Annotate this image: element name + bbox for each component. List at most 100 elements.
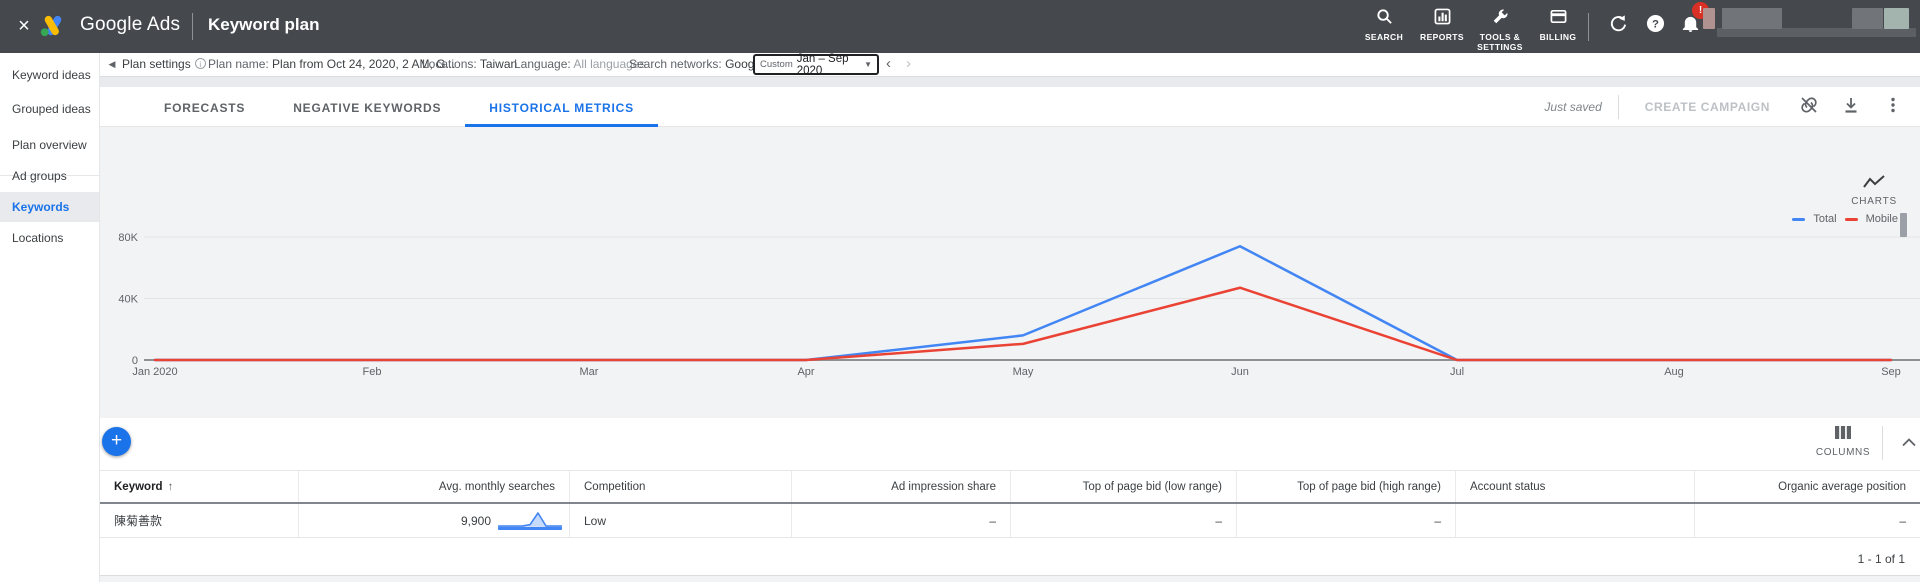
column-header-top-of-page-bid-high[interactable]: Top of page bid (high range) (1237, 471, 1456, 502)
redacted-account-info (1852, 8, 1883, 29)
search-networks-field[interactable]: Search networks: Google (629, 57, 764, 71)
cell-top-of-page-bid-high: – (1237, 504, 1456, 537)
historical-metrics-card: FORECASTS NEGATIVE KEYWORDS HISTORICAL M… (100, 87, 1920, 582)
chevron-up-icon (1902, 434, 1916, 452)
table-toolbar: + COLUMNS (100, 418, 1920, 470)
collapse-table-button[interactable] (1898, 432, 1920, 454)
save-status: Just saved (1544, 100, 1602, 114)
notifications-button[interactable] (1676, 12, 1704, 40)
tab-negative-keywords[interactable]: NEGATIVE KEYWORDS (293, 101, 442, 115)
nav-label: TOOLS & SETTINGS (1477, 32, 1523, 52)
column-header-organic-average-position[interactable]: Organic average position (1778, 480, 1906, 493)
help-button[interactable]: ? (1641, 12, 1669, 40)
nav-label: SEARCH (1364, 32, 1404, 42)
next-period-arrow[interactable]: › (906, 55, 911, 72)
download-button[interactable] (1838, 94, 1864, 120)
legend-mobile-dash (1844, 217, 1858, 221)
svg-text:Mar: Mar (580, 366, 599, 378)
refresh-icon (1609, 14, 1628, 38)
app-top-bar: × Google Ads Keyword plan SEARCH RE (0, 0, 1920, 53)
topbar-divider (192, 13, 193, 40)
redacted-account-info (1884, 8, 1909, 29)
collapse-panel-arrow-icon[interactable]: ◀ (108, 59, 116, 69)
chart-line-icon (1851, 175, 1897, 194)
tab-historical-metrics[interactable]: HISTORICAL METRICS (465, 87, 658, 127)
search-button[interactable]: SEARCH (1355, 5, 1413, 52)
columns-icon (1793, 426, 1893, 444)
date-range-dropdown[interactable]: Custom Jan – Sep 2020 ▼ (753, 53, 879, 77)
more-options-button[interactable] (1880, 94, 1906, 120)
table-row[interactable]: 陳菊善款 9,900 Low – – – – (100, 504, 1920, 538)
toolbar-divider (1617, 95, 1619, 119)
content-gap (100, 77, 1920, 87)
plan-settings-bar: ◀ Plan settings i Plan name: Plan from Oc… (100, 53, 1920, 77)
legend-total-dash (1792, 217, 1806, 221)
svg-text:Apr: Apr (797, 366, 814, 378)
plan-settings-link[interactable]: Plan settings i (122, 57, 206, 71)
sidebar-item-keyword-ideas[interactable]: Keyword ideas (12, 68, 91, 82)
sidebar-divider (0, 175, 99, 176)
svg-text:Sep: Sep (1881, 366, 1901, 378)
column-header-account-status[interactable]: Account status (1456, 471, 1695, 502)
cell-organic-average-position: – (1899, 513, 1906, 528)
svg-text:Aug: Aug (1664, 366, 1684, 378)
reports-icon (1434, 5, 1451, 30)
redacted-account-info (1722, 8, 1782, 29)
charts-toggle-button[interactable]: CHARTS (1851, 175, 1897, 207)
sidebar-item-keywords[interactable]: Keywords (0, 192, 99, 222)
bottom-strip (100, 575, 1920, 582)
column-header-avg-monthly-searches[interactable]: Avg. monthly searches (299, 471, 570, 502)
language-field[interactable]: Language: All languages (514, 57, 646, 71)
legend-scrollbar[interactable] (1900, 213, 1907, 237)
cell-competition: Low (570, 504, 792, 537)
sidebar-item-grouped-ideas[interactable]: Grouped ideas (12, 102, 91, 116)
svg-text:80K: 80K (118, 232, 138, 244)
unlink-button[interactable] (1796, 94, 1822, 120)
reports-button[interactable]: REPORTS (1413, 5, 1471, 52)
cell-top-of-page-bid-low: – (1011, 504, 1237, 537)
columns-button[interactable]: COLUMNS (1793, 426, 1893, 458)
nav-label: BILLING (1539, 32, 1577, 42)
line-chart: 0 40K 80K Jan 2020 Feb Mar Apr May Jun Jul Aug Sep (118, 232, 1920, 378)
svg-text:0: 0 (132, 355, 138, 367)
search-icon (1376, 5, 1393, 30)
sidebar-item-ad-groups[interactable]: Ad groups (12, 169, 67, 183)
previous-period-arrow[interactable]: ‹ (886, 55, 891, 72)
column-header-ad-impression-share[interactable]: Ad impression share (792, 471, 1011, 502)
refresh-button[interactable] (1604, 12, 1632, 40)
info-icon: i (194, 58, 206, 69)
svg-text:Jan 2020: Jan 2020 (132, 366, 177, 378)
close-icon[interactable]: × (18, 15, 30, 37)
svg-text:Feb: Feb (363, 366, 382, 378)
tools-settings-button[interactable]: TOOLS & SETTINGS (1471, 5, 1529, 52)
locations-field[interactable]: Locations: Taiwan (422, 57, 518, 71)
column-header-top-of-page-bid-low[interactable]: Top of page bid (low range) (1011, 471, 1237, 502)
add-keywords-button[interactable]: + (102, 427, 131, 456)
billing-button[interactable]: BILLING (1529, 5, 1587, 52)
svg-text:Jun: Jun (1231, 366, 1249, 378)
create-campaign-button[interactable]: CREATE CAMPAIGN (1644, 100, 1770, 114)
column-header-keyword[interactable]: Keyword ↑ (100, 471, 299, 502)
redacted-avatar (1703, 8, 1715, 29)
chevron-down-icon: ▼ (864, 60, 872, 69)
billing-icon (1550, 5, 1567, 30)
historical-metrics-chart: 0 40K 80K Jan 2020 Feb Mar Apr May Jun Jul Aug Sep … (100, 127, 1920, 418)
three-dot-menu-icon (1884, 96, 1902, 119)
unlink-icon (1799, 95, 1819, 120)
cell-keyword: 陳菊善款 (100, 504, 299, 537)
nav-label: REPORTS (1420, 32, 1464, 42)
charts-label: CHARTS (1851, 196, 1897, 207)
sidebar-item-locations[interactable]: Locations (12, 231, 64, 245)
plan-tabs-row: FORECASTS NEGATIVE KEYWORDS HISTORICAL M… (100, 87, 1920, 127)
tab-forecasts[interactable]: FORECASTS (164, 101, 246, 115)
plan-name-field[interactable]: Plan name: Plan from Oct 24, 2020, 2 AM,… (208, 57, 456, 71)
svg-text:40K: 40K (118, 294, 138, 306)
pagination-label: 1 - 1 of 1 (1857, 552, 1905, 566)
tools-icon (1492, 5, 1509, 30)
legend-mobile-label: Mobile (1865, 213, 1898, 225)
svg-text:May: May (1013, 366, 1034, 378)
column-header-competition[interactable]: Competition (570, 471, 792, 502)
help-icon: ? (1646, 14, 1665, 38)
sidebar-item-plan-overview[interactable]: Plan overview (12, 138, 87, 152)
